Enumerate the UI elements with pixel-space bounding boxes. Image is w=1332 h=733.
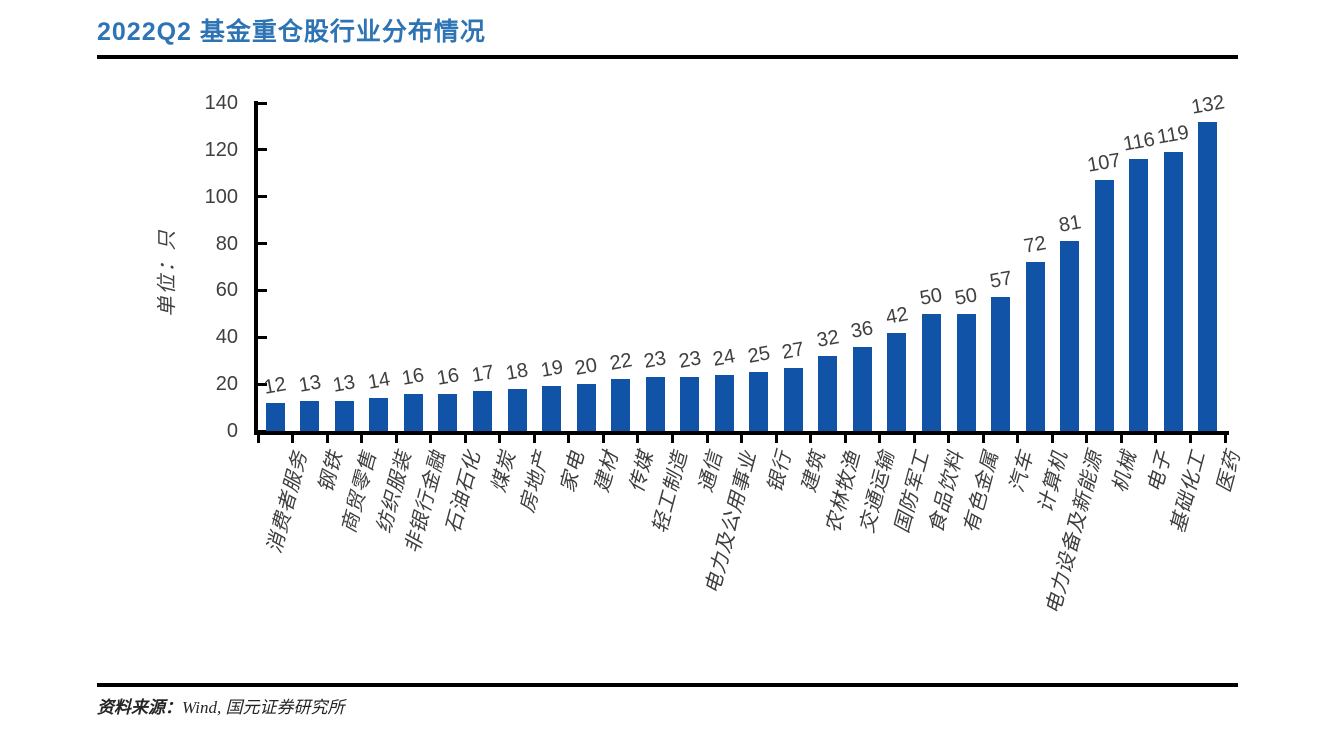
x-tick-mark <box>1050 435 1054 443</box>
y-tick-label: 20 <box>215 373 238 396</box>
x-tick-mark <box>878 435 882 443</box>
y-tick-mark <box>258 101 267 105</box>
bar <box>680 377 700 431</box>
x-tick-mark <box>912 435 916 443</box>
x-axis-line <box>254 431 1229 435</box>
bar <box>1060 241 1080 431</box>
bar <box>334 401 354 431</box>
footer-rule <box>97 683 1238 687</box>
figure-title: 2022Q2 基金重仓股行业分布情况 <box>97 18 486 46</box>
bar <box>852 347 872 431</box>
x-tick-mark <box>774 435 778 443</box>
y-tick-label: 0 <box>226 420 238 442</box>
x-category-label: 传媒 <box>625 448 658 495</box>
bar <box>369 398 389 431</box>
x-tick-mark <box>1223 435 1227 443</box>
source-label: 资料来源： <box>97 698 182 717</box>
y-tick-label: 60 <box>215 279 238 302</box>
x-category-label: 家电 <box>556 448 589 495</box>
bar <box>265 403 285 431</box>
x-tick-mark <box>394 435 398 443</box>
bar <box>714 375 734 431</box>
bar <box>1198 122 1218 431</box>
x-tick-mark <box>981 435 985 443</box>
bar <box>645 377 665 431</box>
y-tick-label: 40 <box>215 326 238 349</box>
bar <box>991 297 1010 431</box>
y-tick-mark <box>258 382 267 386</box>
y-tick-mark <box>258 148 267 152</box>
x-tick-mark <box>1016 435 1020 443</box>
x-tick-mark <box>1189 435 1192 443</box>
bar-value-label: 57 <box>987 267 1014 293</box>
bar-value-label: 119 <box>1155 121 1191 149</box>
x-tick-mark <box>291 435 294 443</box>
x-tick-mark <box>1119 435 1123 443</box>
source-note: 资料来源：Wind, 国元证券研究所 <box>97 693 344 718</box>
x-tick-mark <box>636 435 640 443</box>
x-tick-mark <box>498 435 502 443</box>
bar <box>1129 159 1149 431</box>
x-tick-mark <box>947 435 951 443</box>
bar <box>1094 180 1114 431</box>
bar <box>576 384 596 431</box>
x-tick-mark <box>325 435 329 443</box>
bar <box>1025 262 1045 431</box>
x-tick-mark <box>532 435 536 443</box>
x-tick-mark <box>843 435 847 443</box>
x-tick-mark <box>670 435 674 443</box>
x-category-label: 银行 <box>763 448 796 495</box>
y-axis-line <box>254 101 258 435</box>
x-category-label: 机械 <box>1109 448 1142 495</box>
x-tick-mark <box>429 435 433 443</box>
bar <box>921 314 941 431</box>
x-category-label: 医药 <box>1212 448 1245 495</box>
bar <box>300 401 320 431</box>
x-tick-mark <box>1085 435 1089 443</box>
y-tick-label: 140 <box>204 92 238 114</box>
x-tick-mark <box>740 435 743 443</box>
x-tick-mark <box>705 435 709 443</box>
y-tick-mark <box>258 242 267 246</box>
bar <box>507 389 527 431</box>
bar <box>783 368 803 431</box>
y-tick-mark <box>258 335 267 339</box>
x-tick-mark <box>463 435 467 443</box>
x-tick-mark <box>360 435 364 443</box>
bar <box>1163 152 1183 431</box>
bar <box>956 314 976 431</box>
bar <box>887 333 907 431</box>
x-tick-mark <box>1154 435 1158 443</box>
x-tick-mark <box>601 435 605 443</box>
x-tick-mark <box>567 435 571 443</box>
source-text: Wind, 国元证券研究所 <box>182 698 345 717</box>
bar <box>438 394 458 431</box>
title-rule <box>97 55 1238 59</box>
x-category-label: 建筑 <box>798 448 831 495</box>
bar <box>542 386 562 431</box>
x-category-label: 煤炭 <box>487 448 520 495</box>
x-category-label: 消费者服务 <box>263 448 313 556</box>
bar <box>818 356 838 431</box>
y-tick-mark <box>258 195 267 199</box>
y-tick-mark <box>258 288 267 292</box>
x-tick-mark <box>809 435 813 443</box>
y-tick-mark <box>258 429 267 433</box>
x-category-label: 汽车 <box>1005 448 1038 495</box>
bar <box>473 391 492 431</box>
bar-value-label: 132 <box>1189 91 1227 119</box>
y-tick-label: 100 <box>204 185 238 208</box>
bar-value-label: 81 <box>1056 211 1083 237</box>
y-tick-label: 120 <box>204 138 238 161</box>
y-tick-label: 80 <box>215 232 238 255</box>
bar <box>749 372 769 431</box>
x-category-label: 建材 <box>591 448 624 495</box>
bar <box>611 379 631 431</box>
bar <box>403 394 423 431</box>
x-tick-mark <box>256 435 260 443</box>
